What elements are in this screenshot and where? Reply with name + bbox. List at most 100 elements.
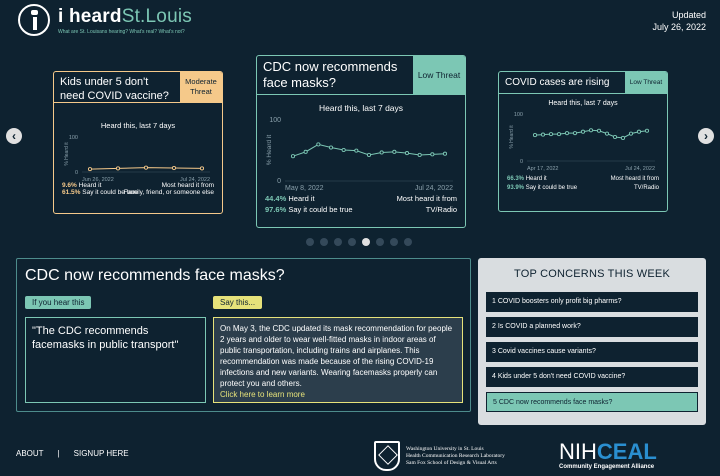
- chevron-right-icon: ›: [704, 129, 708, 143]
- threat-badge: Low Threat: [413, 56, 465, 94]
- rumor-detail-panel: CDC now recommends face masks? If you he…: [16, 258, 471, 412]
- trend-chart: 100 0 % Heard it Apr 17, 2022 Jul 24, 2022: [509, 112, 655, 171]
- y-tick-max: 100: [269, 117, 281, 124]
- data-point: [588, 128, 594, 133]
- pagination-dot[interactable]: [334, 238, 342, 246]
- rumor-card-covid-rising[interactable]: COVID cases are rising Low Threat Heard …: [498, 71, 668, 212]
- y-axis-label: % Heard it: [64, 142, 70, 166]
- pagination-dot[interactable]: [390, 238, 398, 246]
- data-point: [644, 128, 650, 133]
- rumor-card-face-masks[interactable]: CDC now recommends face masks? Low Threa…: [256, 55, 466, 228]
- concern-item[interactable]: 3 Covid vaccines cause variants?: [486, 342, 698, 362]
- data-point: [316, 142, 321, 147]
- card-title: CDC now recommends face masks?: [263, 59, 398, 90]
- pagination-dot[interactable]: [306, 238, 314, 246]
- y-tick-min: 0: [277, 178, 281, 185]
- data-point: [404, 151, 410, 156]
- x-tick-end: Jul 24, 2022: [625, 166, 655, 171]
- y-tick-max: 100: [69, 135, 78, 141]
- data-point: [532, 133, 538, 138]
- nih-ceal-logo[interactable]: NIHCEAL Community Engagement Alliance: [559, 439, 657, 471]
- data-point: [604, 131, 610, 136]
- say-label: Say this...: [213, 296, 263, 309]
- pagination-dot[interactable]: [362, 238, 370, 246]
- washu-logo[interactable]: Washington University in St. Louis Healt…: [374, 441, 505, 471]
- concern-item[interactable]: 1 COVID boosters only profit big pharms?: [486, 292, 698, 312]
- data-point: [379, 150, 384, 155]
- data-point: [548, 132, 554, 137]
- x-tick-start: May 8, 2022: [285, 185, 324, 191]
- data-point: [199, 166, 205, 171]
- updated-stamp: Updated July 26, 2022: [652, 10, 706, 32]
- chart-title: Heard this, last 7 days: [100, 121, 176, 130]
- true-pct: 93.9%: [507, 185, 525, 191]
- source: TV/Radio: [633, 185, 659, 191]
- data-point: [430, 152, 435, 157]
- data-point: [636, 129, 642, 134]
- data-point: [572, 131, 578, 136]
- y-axis-label: % Heard it: [509, 125, 515, 149]
- card-title: COVID cases are rising: [505, 77, 610, 88]
- x-tick-end: Jul 24, 2022: [415, 185, 453, 191]
- data-point: [620, 135, 626, 141]
- heard-pct: 66.3%: [507, 176, 525, 182]
- true-pct: 61.5%: [62, 189, 81, 196]
- pagination-dot[interactable]: [404, 238, 412, 246]
- y-tick-max: 100: [514, 112, 523, 118]
- chart-title: Heard this, last 7 days: [318, 103, 404, 113]
- source: TV/Radio: [425, 205, 457, 214]
- y-tick-min: 0: [520, 159, 523, 165]
- data-point: [392, 149, 397, 154]
- data-point: [354, 148, 359, 153]
- concern-item[interactable]: 2 Is COVID a planned work?: [486, 317, 698, 337]
- data-point: [556, 132, 562, 137]
- logo-i-icon: [18, 4, 50, 36]
- data-point: [341, 147, 346, 153]
- rumor-quote: "The CDC recommends facemasks in public …: [25, 317, 206, 403]
- concerns-title: TOP CONCERNS THIS WEEK: [514, 268, 670, 280]
- signup-link[interactable]: SIGNUP HERE: [73, 449, 129, 458]
- carousel-pagination: [306, 238, 418, 246]
- chart-title: Heard this, last 7 days: [548, 100, 618, 107]
- data-point: [580, 129, 586, 134]
- data-point: [290, 154, 296, 159]
- data-point: [366, 152, 372, 158]
- carousel-next-button[interactable]: ›: [698, 128, 714, 144]
- top-concerns-panel: TOP CONCERNS THIS WEEK 1 COVID boosters …: [478, 258, 706, 425]
- data-point: [564, 131, 570, 136]
- card-stats: 66.3% Heard it 93.9% Say it could be tru…: [507, 176, 659, 191]
- carousel-prev-button[interactable]: ‹: [6, 128, 22, 144]
- threat-badge: Low Threat: [625, 72, 667, 93]
- trend-chart: 100 0 % Heard it May 8, 2022 Jul 24, 2022: [266, 117, 453, 191]
- threat-badge: Moderate Threat: [180, 72, 222, 102]
- washu-shield-icon: [374, 441, 400, 471]
- concern-item[interactable]: 4 Kids under 5 don't need COVID vaccine?: [486, 367, 698, 387]
- data-point: [115, 166, 121, 171]
- data-point: [303, 149, 308, 154]
- footer-nav: ABOUT | SIGNUP HERE: [16, 449, 143, 458]
- learn-more-link[interactable]: Click here to learn more: [220, 390, 305, 399]
- site-logo[interactable]: i heardSt.Louis What are St. Louisans he…: [18, 4, 192, 36]
- data-point: [628, 131, 634, 136]
- response-text: On May 3, the CDC updated its mask recom…: [213, 317, 463, 403]
- card-stats: 44.4% Heard it 97.6% Say it could be tru…: [265, 194, 457, 214]
- pagination-dot[interactable]: [320, 238, 328, 246]
- heard-pct: 44.4%: [265, 194, 287, 203]
- rumor-card-kids-vaccine[interactable]: Kids under 5 don't need COVID vaccine? M…: [53, 71, 223, 214]
- y-axis-label: % Heard it: [266, 135, 273, 166]
- data-point: [612, 134, 618, 140]
- pagination-dot[interactable]: [376, 238, 384, 246]
- logo-title: i heardSt.Louis: [58, 5, 192, 27]
- source: Family, friend, or someone else: [123, 189, 214, 196]
- data-point: [143, 165, 149, 170]
- concern-item[interactable]: 5 CDC now recommends face masks?: [486, 392, 698, 412]
- hear-label: If you hear this: [25, 296, 92, 309]
- data-point: [171, 165, 177, 171]
- x-tick-end: Jul 24, 2022: [180, 177, 210, 182]
- data-point: [442, 151, 448, 156]
- pagination-dot[interactable]: [348, 238, 356, 246]
- data-point: [540, 132, 546, 137]
- about-link[interactable]: ABOUT: [16, 449, 44, 458]
- x-tick-start: Jun 26, 2022: [82, 177, 114, 182]
- data-point: [417, 152, 422, 158]
